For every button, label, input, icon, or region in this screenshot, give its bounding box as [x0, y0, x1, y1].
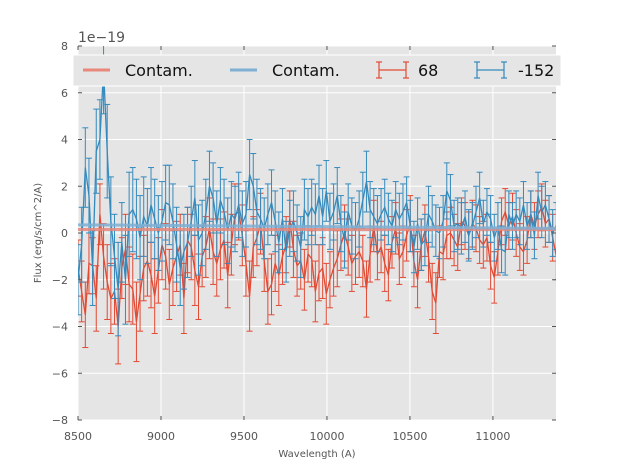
y-tick-label: −8 — [52, 414, 68, 427]
legend-item: Contam. — [83, 61, 193, 80]
series-line — [78, 205, 556, 327]
legend-label: Contam. — [125, 61, 193, 80]
contam-line — [78, 223, 556, 230]
y-axis-label: Flux (erg/s/cm^2/A) — [33, 183, 44, 283]
y-tick-label: 8 — [61, 40, 68, 53]
x-tick-label: 9500 — [230, 430, 258, 443]
x-tick-label: 10500 — [392, 430, 427, 443]
y-tick-label: −4 — [52, 321, 68, 334]
y-tick-label: −6 — [52, 367, 68, 380]
series-group — [78, 46, 556, 365]
legend-label: Contam. — [272, 61, 340, 80]
x-tick-label: 11000 — [475, 430, 510, 443]
y-tick-label: −2 — [52, 274, 68, 287]
legend-label: 68 — [418, 61, 438, 80]
legend-item: -152 — [474, 61, 554, 80]
y-tick-label: 0 — [61, 227, 68, 240]
legend-errorbar-icon — [376, 61, 409, 79]
legend-item: Contam. — [230, 61, 340, 80]
x-tick-label: 8500 — [64, 430, 92, 443]
x-axis-label: Wavelength (A) — [278, 449, 355, 460]
legend-item: 68 — [376, 61, 438, 80]
x-tick-label: 9000 — [147, 430, 175, 443]
y-offset-label: 1e−19 — [78, 30, 125, 46]
y-tick-label: 2 — [61, 180, 68, 193]
y-tick-label: 6 — [61, 87, 68, 100]
legend-errorbar-icon — [474, 61, 507, 79]
data-layer — [78, 46, 556, 365]
x-tick-label: 10000 — [309, 430, 344, 443]
legend: Contam. Contam. 68 -152 — [72, 54, 562, 87]
y-tick-label: 4 — [61, 134, 68, 147]
legend-label: -152 — [518, 61, 554, 80]
